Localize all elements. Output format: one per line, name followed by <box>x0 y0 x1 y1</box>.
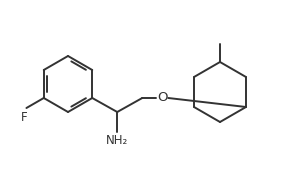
Text: F: F <box>21 111 28 124</box>
Text: NH₂: NH₂ <box>106 134 128 147</box>
Text: O: O <box>157 90 168 104</box>
